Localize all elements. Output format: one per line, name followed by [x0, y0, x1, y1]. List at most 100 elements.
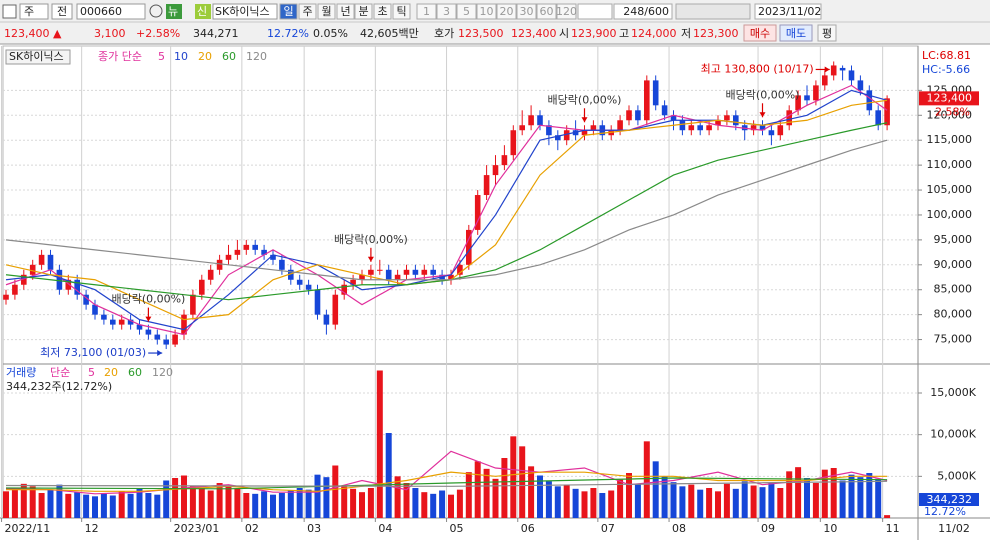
candle-body — [359, 274, 365, 280]
candle-body — [154, 334, 161, 340]
candle-body — [724, 115, 730, 121]
volume-bar — [421, 492, 428, 518]
window-icon[interactable] — [2, 4, 17, 19]
interval-button[interactable] — [476, 3, 497, 20]
volume-bar — [243, 493, 250, 518]
prev-button-text: 전 — [57, 5, 67, 18]
volume-bar — [367, 488, 374, 518]
interval-input[interactable] — [577, 3, 613, 20]
volume-bar — [804, 478, 810, 518]
date-field[interactable] — [754, 3, 822, 20]
y-tick-label: 85,000 — [934, 283, 973, 296]
volume-bar — [652, 461, 659, 518]
avg-button[interactable] — [817, 24, 837, 42]
hc-label: HC:-5.66 — [922, 63, 970, 76]
period-button[interactable] — [336, 3, 355, 20]
period-button[interactable] — [279, 3, 298, 20]
search-icon[interactable] — [149, 4, 163, 18]
candle-body — [65, 279, 72, 290]
quote-value: 3,100 — [94, 27, 126, 40]
buy-button[interactable] — [743, 24, 777, 42]
sell-button[interactable] — [779, 24, 813, 42]
interval-button[interactable] — [536, 3, 557, 20]
candle-body — [510, 130, 517, 156]
volume-bar — [181, 475, 187, 518]
x-tick-label: 06 — [521, 522, 535, 535]
interval-button[interactable] — [556, 3, 577, 20]
candle-body — [839, 67, 846, 71]
candle-body — [216, 259, 223, 270]
candle-body — [83, 294, 89, 305]
volume-bar — [617, 479, 624, 518]
period-button[interactable] — [373, 3, 392, 20]
interval-button[interactable] — [496, 3, 517, 20]
volume-bar — [385, 433, 392, 518]
y-tick-label: 95,000 — [934, 233, 973, 246]
period-button[interactable] — [392, 3, 411, 20]
last-pct-label: 2.58% — [935, 105, 970, 118]
interval-button[interactable] — [456, 3, 477, 20]
volume-bar — [875, 478, 882, 518]
stock-name: SK하이닉스 — [215, 4, 270, 18]
volume-summary: 344,232주(12.72%) — [6, 380, 112, 393]
candle-body — [47, 254, 54, 270]
candle-body — [12, 284, 18, 295]
candle-body — [377, 269, 383, 271]
interval-button[interactable] — [516, 3, 537, 20]
tool-icons[interactable] — [675, 3, 751, 20]
y-tick-label: 75,000 — [934, 333, 973, 346]
interval-button[interactable] — [416, 3, 437, 20]
candle-body — [590, 125, 597, 131]
volume-bar — [3, 491, 9, 518]
legend-entry: 60 — [128, 366, 142, 379]
candle-body — [768, 130, 775, 136]
x-tick-label: 02 — [245, 522, 259, 535]
volume-bar — [483, 468, 490, 518]
candle-body — [332, 294, 339, 325]
volume-bar — [581, 491, 588, 518]
interval-button-text: 10 — [480, 5, 494, 18]
dividend-arrowhead — [367, 256, 374, 262]
quote-value: 시 — [559, 27, 569, 40]
volume-bar — [715, 491, 721, 518]
candle-body — [884, 98, 890, 126]
candle-body — [563, 130, 570, 141]
volume-bar — [296, 488, 303, 518]
period-button[interactable] — [354, 3, 373, 20]
quote-value: 344,271 — [193, 27, 239, 40]
candle-body — [830, 65, 837, 76]
volume-bar — [172, 478, 179, 518]
dividend-label: 배당락(0,00%) — [111, 293, 185, 306]
name-field[interactable] — [212, 3, 278, 20]
news-button[interactable] — [166, 4, 182, 19]
quote-value: 123,400 ▲ — [4, 27, 62, 40]
interval-button-text: 3 — [443, 5, 450, 18]
volume-bar — [20, 483, 27, 518]
y-tick-label: 105,000 — [927, 183, 973, 196]
volume-bar — [741, 481, 748, 518]
moving-average-line — [6, 471, 888, 492]
x-tick-label: 09 — [761, 522, 775, 535]
period-button[interactable] — [317, 3, 336, 20]
legend-entry: 20 — [104, 366, 118, 379]
candle-body — [234, 249, 241, 255]
volume-bar — [510, 436, 517, 518]
volume-bar — [376, 370, 383, 518]
volume-bar — [777, 488, 784, 518]
code-input[interactable] — [76, 3, 146, 20]
prev-button[interactable] — [51, 3, 73, 20]
count-field[interactable] — [613, 3, 673, 20]
y-tick-label: 80,000 — [934, 308, 973, 321]
volume-bar — [136, 488, 143, 518]
interval-button[interactable] — [436, 3, 457, 20]
new-button[interactable] — [195, 4, 211, 19]
candle-body — [528, 115, 534, 126]
market-select[interactable] — [19, 3, 49, 20]
quote-value: 123,500 — [458, 27, 504, 40]
quote-value: 12.72% — [267, 27, 309, 40]
period-button[interactable] — [298, 3, 317, 20]
volume-bar — [723, 483, 730, 518]
volume-bar — [252, 493, 259, 518]
x-tick-label: 2023/01 — [174, 522, 220, 535]
